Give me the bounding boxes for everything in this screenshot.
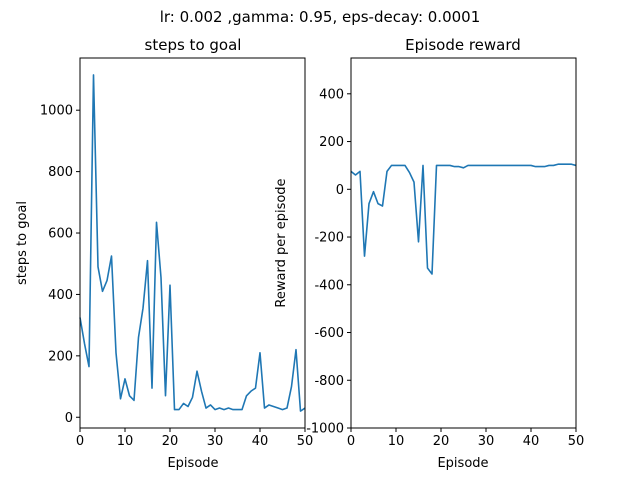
reward-ytick-label: 200 bbox=[319, 135, 344, 150]
steps-series bbox=[79, 74, 306, 412]
steps-ytick-label: 400 bbox=[48, 288, 73, 303]
reward-xtick-label: 30 bbox=[478, 434, 495, 449]
steps-xtick-label: 20 bbox=[162, 434, 179, 449]
steps-xtick-label: 0 bbox=[76, 434, 84, 449]
reward-xtick-label: 0 bbox=[347, 434, 355, 449]
reward-xtick-label: 50 bbox=[568, 434, 585, 449]
reward-ytick-label: -600 bbox=[314, 326, 344, 341]
steps-axes-frame bbox=[79, 57, 306, 429]
steps-ytick-label: 800 bbox=[48, 165, 73, 180]
plot-title-steps: steps to goal bbox=[145, 36, 242, 54]
steps-ytick-label: 600 bbox=[48, 227, 73, 242]
episode-reward-plot: Episode reward 0 10 20 30 40 50-1000-800-600-… bbox=[274, 36, 584, 471]
steps-ytick-label: 1000 bbox=[40, 104, 73, 119]
steps-ticks: 0 10 20 30 40 50 0 200 400 600 800 1000 bbox=[40, 104, 313, 449]
steps-xtick-label: 50 bbox=[297, 434, 314, 449]
steps-ylabel: steps to goal bbox=[15, 201, 30, 285]
reward-xtick-label: 20 bbox=[433, 434, 450, 449]
reward-ytick-label: 0 bbox=[336, 183, 344, 198]
steps-xtick-label: 30 bbox=[207, 434, 224, 449]
figure-suptitle: lr: 0.002 ,gamma: 0.95, eps-decay: 0.000… bbox=[160, 8, 481, 26]
steps-ytick-label: 0 bbox=[65, 411, 73, 426]
steps-ytick-label: 200 bbox=[48, 349, 73, 364]
steps-to-goal-plot: steps to goal 0 10 20 30 40 50 0 200 400 600 800 10… bbox=[15, 36, 313, 471]
reward-ticks: 0 10 20 30 40 50 -1000 -800 -600 -400 -200 0 200 400 bbox=[306, 87, 584, 449]
reward-ylabel: Reward per episode bbox=[274, 178, 289, 307]
reward-ytick-label: 400 bbox=[319, 87, 344, 102]
reward-axes-frame bbox=[350, 57, 577, 429]
steps-xtick-label: 40 bbox=[252, 434, 269, 449]
steps-xtick-label: 10 bbox=[117, 434, 134, 449]
reward-xtick-label: 10 bbox=[388, 434, 405, 449]
reward-ytick-label: -200 bbox=[314, 231, 344, 246]
reward-ytick-label: -400 bbox=[314, 278, 344, 293]
reward-xlabel: Episode bbox=[437, 456, 488, 471]
reward-ytick-label: -1000 bbox=[306, 422, 344, 437]
steps-xlabel: Episode bbox=[167, 456, 218, 471]
reward-ytick-label: -800 bbox=[314, 374, 344, 389]
reward-series bbox=[350, 163, 577, 275]
reward-xtick-label: 40 bbox=[523, 434, 540, 449]
plot-title-reward: Episode reward bbox=[405, 36, 521, 54]
reward-series-line bbox=[350, 163, 577, 275]
steps-series-line bbox=[79, 74, 306, 412]
